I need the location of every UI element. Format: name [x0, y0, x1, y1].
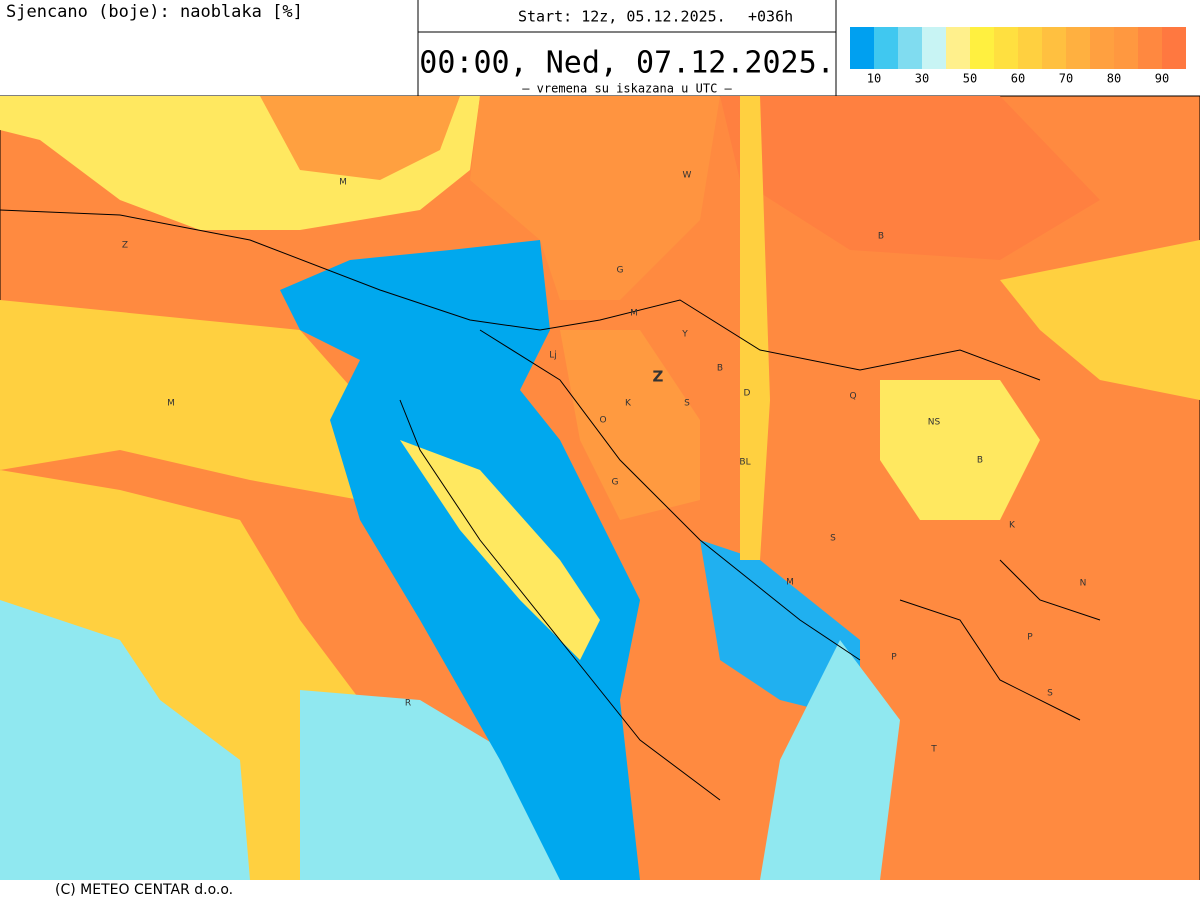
cloud-zone	[0, 300, 380, 500]
place-label: P	[891, 653, 897, 663]
place-label: G	[617, 266, 624, 276]
cloud-zone	[470, 96, 720, 300]
place-label: M	[786, 578, 794, 588]
borders-coast	[0, 209, 1101, 801]
legend-tick-label: 50	[963, 72, 977, 86]
legend-swatch	[994, 27, 1018, 69]
place-label: B	[977, 456, 983, 466]
legend-tick-label: 70	[1059, 72, 1073, 86]
footer-bar	[0, 880, 1200, 900]
place-label: S	[830, 534, 836, 544]
legend-swatch	[898, 27, 922, 69]
place-label: R	[405, 699, 411, 709]
cloud-zone	[1000, 240, 1200, 400]
place-label: K	[1009, 521, 1016, 531]
place-label: Z	[122, 241, 128, 251]
copyright: (C) METEO CENTAR d.o.o.	[55, 882, 233, 898]
legend-swatch	[922, 27, 946, 69]
place-label: O	[599, 416, 606, 426]
legend-tick-label: 80	[1107, 72, 1121, 86]
place-label: K	[625, 399, 632, 409]
header-box	[417, 0, 837, 98]
cloud-zone	[560, 330, 700, 520]
place-label: Z	[653, 368, 664, 386]
cloud-zone	[260, 96, 460, 180]
place-label: P	[1027, 633, 1033, 643]
map-title: Sjencano (boje): naoblaka [%]	[6, 2, 303, 22]
legend-swatch	[874, 27, 898, 69]
cloud-zone	[300, 690, 600, 880]
clear-zone	[280, 240, 640, 880]
legend-swatch	[1162, 27, 1186, 69]
place-label: W	[683, 171, 692, 181]
place-label: T	[930, 745, 937, 755]
clear-zone	[700, 540, 860, 720]
utc-note: – vremena su iskazana u UTC –	[522, 82, 732, 96]
legend-swatch	[946, 27, 970, 69]
legend-tick-label: 10	[867, 72, 881, 86]
place-label: G	[612, 478, 619, 488]
cloud-zone	[720, 96, 1100, 260]
place-label: B	[878, 232, 884, 242]
place-label: Y	[681, 330, 688, 340]
place-label: M	[630, 309, 638, 319]
run-start: Start: 12z, 05.12.2025.	[518, 8, 726, 26]
place-label: Q	[849, 392, 856, 402]
place-label: NS	[928, 418, 941, 428]
cloud-zone	[0, 600, 250, 880]
legend-swatch	[1018, 27, 1042, 69]
legend-swatch	[1090, 27, 1114, 69]
lead-time: +036h	[748, 8, 793, 26]
legend-swatch	[970, 27, 994, 69]
legend-swatch	[1138, 27, 1162, 69]
color-legend: 10 30 50 60 70 80 90	[850, 27, 1186, 86]
place-labels: M W Z B G M Y Lj Z B D K S Q O NS BL B G K S M N P P S R T M	[122, 171, 1086, 755]
cloud-zone	[880, 380, 1040, 520]
place-label: Lj	[549, 351, 557, 361]
place-label: N	[1080, 579, 1087, 589]
place-label: B	[717, 364, 723, 374]
legend-swatch	[1066, 27, 1090, 69]
map-area	[0, 95, 1200, 900]
place-label: D	[744, 389, 751, 399]
legend-tick-label: 90	[1155, 72, 1169, 86]
legend-tick-label: 30	[915, 72, 929, 86]
cloud-zone	[760, 640, 900, 880]
place-label: BL	[739, 458, 750, 468]
place-label: S	[1047, 689, 1053, 699]
legend-swatch	[1114, 27, 1138, 69]
cloud-band	[740, 96, 770, 560]
place-label: M	[339, 178, 347, 188]
valid-time: 00:00, Ned, 07.12.2025.	[419, 46, 834, 81]
legend-swatch	[1042, 27, 1066, 69]
place-label: M	[167, 399, 175, 409]
legend-tick-label: 60	[1011, 72, 1025, 86]
legend-swatch	[850, 27, 874, 69]
place-label: S	[684, 399, 690, 409]
